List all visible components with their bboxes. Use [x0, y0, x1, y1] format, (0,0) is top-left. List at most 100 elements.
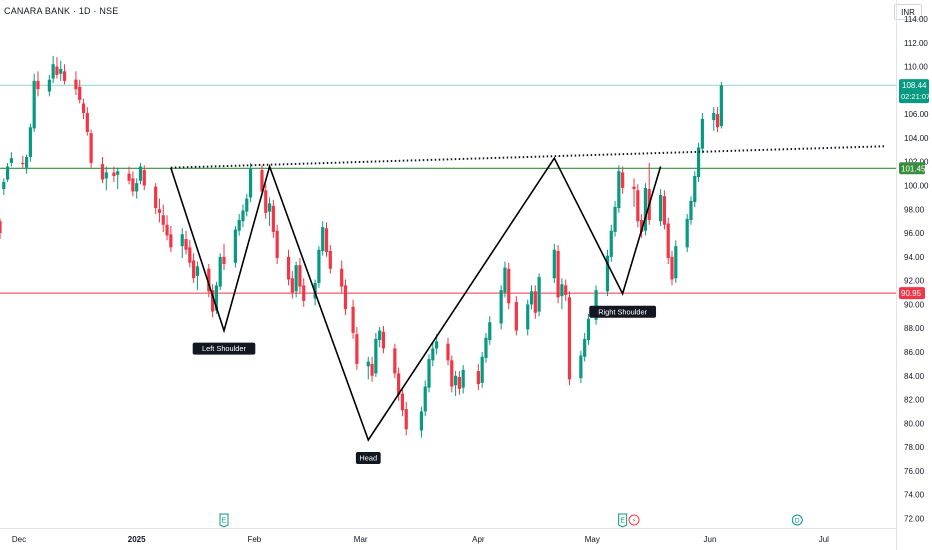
candle-body: [636, 190, 640, 222]
candle-body: [476, 371, 480, 385]
candle-body: [85, 112, 89, 132]
candle-body: [609, 230, 613, 257]
currency-button[interactable]: INR: [894, 4, 922, 20]
time-tick-label: Jun: [704, 535, 717, 544]
candle-body: [343, 285, 348, 310]
earnings-marker-icon: [618, 513, 628, 528]
candle-body: [450, 360, 454, 387]
candle-body: [378, 330, 382, 341]
candle-body: [461, 369, 465, 388]
candle-body: [138, 166, 143, 181]
earnings-marker-text: E: [222, 518, 227, 525]
candle-body: [423, 386, 427, 412]
candle-body: [62, 71, 67, 81]
level-price-badge: [899, 162, 925, 175]
price-tick-label: 84.00: [904, 372, 925, 381]
time-tick-label: Jul: [819, 535, 829, 544]
candle-body: [370, 363, 374, 376]
candle-body: [180, 234, 184, 247]
candle-body: [499, 290, 503, 324]
price-axis[interactable]: 114.00112.00110.00108.00106.00104.00102.…: [899, 15, 930, 523]
price-tick-label: 80.00: [904, 419, 925, 428]
candle-body: [715, 114, 720, 128]
candle-body: [689, 200, 693, 220]
split-marker-text: ⚡: [632, 518, 637, 525]
price-tick-label: 74.00: [904, 491, 925, 500]
candle-body: [674, 246, 678, 279]
price-tick-label: 100.00: [904, 182, 929, 191]
candle-body: [617, 171, 621, 209]
pattern-label-box: [192, 342, 256, 355]
time-tick-label: Mar: [354, 535, 368, 544]
candle-body: [700, 118, 704, 149]
time-tick-label: Feb: [247, 535, 261, 544]
level-price-badge: [899, 287, 925, 300]
candle-body: [659, 195, 663, 222]
dotted-trendline: [170, 145, 885, 169]
candle-body: [317, 249, 321, 284]
candle-body: [484, 337, 488, 358]
candle-body: [154, 186, 158, 209]
candle-body: [404, 409, 408, 430]
candle-body: [340, 268, 344, 287]
candle-body: [560, 284, 564, 297]
price-tick-label: 112.00: [904, 39, 928, 48]
candle-body: [36, 80, 40, 90]
candle-body: [192, 260, 196, 279]
price-tick-label: 102.00: [904, 158, 929, 167]
candle-body: [693, 176, 697, 203]
candle-body: [621, 172, 625, 188]
candle-body: [131, 178, 135, 192]
drawings: Left Shoulder Head Right Shoulder: [170, 145, 885, 464]
candle-body: [529, 291, 534, 305]
candle-body: [233, 229, 237, 263]
candle-body: [583, 338, 587, 357]
pattern-label-text: Left Shoulder: [202, 344, 247, 353]
candle-body: [32, 80, 36, 129]
candle-body: [157, 209, 162, 213]
candle-body: [507, 268, 511, 304]
candle-body: [374, 338, 378, 374]
candle-body: [135, 183, 139, 192]
time-tick-label: Dec: [12, 535, 26, 544]
head-and-shoulders-pattern: [170, 156, 662, 442]
candle-body: [100, 164, 105, 180]
candle-body: [324, 228, 329, 253]
candle-body: [321, 227, 325, 251]
price-tick-label: 104.00: [904, 134, 929, 143]
pattern-label-box: [589, 305, 657, 318]
candle-body: [127, 173, 131, 181]
candle-body: [5, 166, 10, 180]
candle-body: [696, 147, 701, 178]
time-axis[interactable]: Dec 2025 Feb Mar Apr May Jun Jul: [12, 535, 829, 544]
candle-body: [564, 285, 568, 295]
candle-body: [685, 218, 689, 248]
candle-body: [662, 196, 667, 225]
candle-body: [427, 359, 431, 388]
price-tick-label: 94.00: [904, 253, 925, 262]
candles: [0, 55, 723, 438]
candle-body: [47, 79, 51, 92]
candle-body: [195, 266, 200, 276]
candle-body: [537, 277, 541, 312]
candle-body: [290, 278, 294, 293]
candle-body: [116, 171, 120, 175]
candle-body: [298, 265, 302, 287]
price-tick-label: 90.00: [904, 300, 925, 309]
split-marker-icon: [628, 514, 640, 526]
candle-body: [670, 256, 674, 280]
candle-body: [207, 268, 211, 292]
candle-body: [526, 304, 530, 330]
candle-body: [59, 68, 63, 74]
candle-body: [503, 267, 507, 293]
candle-body: [453, 375, 458, 386]
price-tick-label: 82.00: [904, 396, 925, 405]
candle-body: [78, 86, 82, 100]
candle-body: [605, 255, 610, 292]
dividend-marker-icon: [791, 514, 803, 526]
candle-body: [457, 376, 461, 389]
candle-body: [271, 205, 275, 232]
candle-body: [594, 290, 598, 320]
candle-body: [81, 103, 86, 113]
